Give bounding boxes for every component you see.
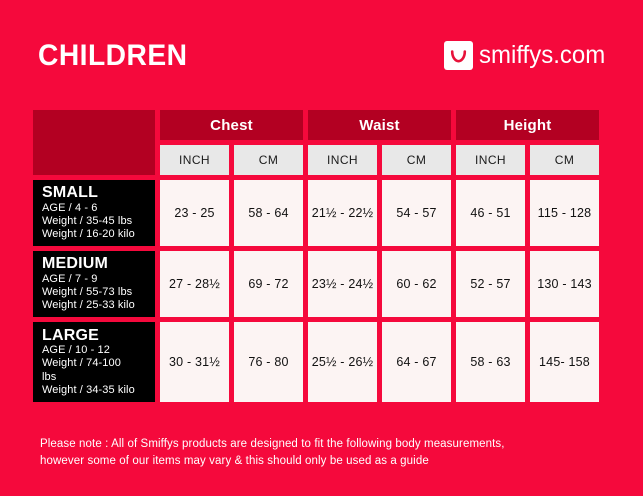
table-row: LARGE AGE / 10 - 12 Weight / 74-100 lbs … bbox=[33, 322, 611, 402]
cell-large-chest-inch: 30 - 31½ bbox=[160, 322, 229, 402]
size-age: AGE / 10 - 12 bbox=[42, 343, 110, 356]
cell-small-chest-cm: 58 - 64 bbox=[234, 180, 303, 246]
cell-medium-waist-cm: 60 - 62 bbox=[382, 251, 451, 317]
footer-line-1: Please note : All of Smiffys products ar… bbox=[40, 438, 505, 450]
footer-note: Please note : All of Smiffys products ar… bbox=[40, 436, 615, 469]
brand-name: smiffys.com bbox=[478, 41, 605, 69]
unit-row-waist: INCH CM bbox=[308, 145, 451, 175]
unit-header-waist-cm: CM bbox=[382, 145, 451, 175]
unit-header-waist-inch: INCH bbox=[308, 145, 377, 175]
cell-medium-height-inch: 52 - 57 bbox=[456, 251, 525, 317]
unit-row-height: INCH CM bbox=[456, 145, 599, 175]
size-weight-lbs: Weight / 74-100 bbox=[42, 357, 121, 370]
cell-large-height-cm: 145- 158 bbox=[530, 322, 599, 402]
size-weight-kilo: Weight / 25-33 kilo bbox=[42, 299, 135, 312]
size-label-small: SMALL AGE / 4 - 6 Weight / 35-45 lbs Wei… bbox=[33, 180, 155, 246]
size-weight-lbs-cont: lbs bbox=[42, 370, 57, 383]
cell-large-waist-cm: 64 - 67 bbox=[382, 322, 451, 402]
size-label-large: LARGE AGE / 10 - 12 Weight / 74-100 lbs … bbox=[33, 322, 155, 402]
size-age: AGE / 7 - 9 bbox=[42, 272, 98, 285]
unit-header-height-cm: CM bbox=[530, 145, 599, 175]
size-name: MEDIUM bbox=[42, 255, 109, 273]
cell-medium-chest-cm: 69 - 72 bbox=[234, 251, 303, 317]
size-weight-kilo: Weight / 16-20 kilo bbox=[42, 228, 135, 241]
group-header-waist: Waist bbox=[308, 110, 451, 140]
unit-row-chest: INCH CM bbox=[160, 145, 303, 175]
cell-small-height-inch: 46 - 51 bbox=[456, 180, 525, 246]
cell-small-height-cm: 115 - 128 bbox=[530, 180, 599, 246]
column-group-waist: Waist INCH CM bbox=[308, 110, 451, 175]
page-header: CHILDREN smiffys.com bbox=[0, 0, 643, 105]
unit-header-height-inch: INCH bbox=[456, 145, 525, 175]
size-name: SMALL bbox=[42, 184, 99, 202]
group-header-height: Height bbox=[456, 110, 599, 140]
unit-header-chest-inch: INCH bbox=[160, 145, 229, 175]
size-weight-kilo: Weight / 34-35 kilo bbox=[42, 384, 135, 397]
column-group-height: Height INCH CM bbox=[456, 110, 599, 175]
size-weight-lbs: Weight / 35-45 lbs bbox=[42, 214, 133, 227]
table-row: SMALL AGE / 4 - 6 Weight / 35-45 lbs Wei… bbox=[33, 180, 611, 246]
size-weight-lbs: Weight / 55-73 lbs bbox=[42, 285, 133, 298]
cell-small-waist-inch: 21½ - 22½ bbox=[308, 180, 377, 246]
cell-large-waist-inch: 25½ - 26½ bbox=[308, 322, 377, 402]
cell-medium-waist-inch: 23½ - 24½ bbox=[308, 251, 377, 317]
cell-medium-chest-inch: 27 - 28½ bbox=[160, 251, 229, 317]
table-header-row: Chest INCH CM Waist INCH CM bbox=[33, 110, 611, 175]
group-header-chest: Chest bbox=[160, 110, 303, 140]
table-corner-cell bbox=[33, 110, 155, 175]
cell-small-waist-cm: 54 - 57 bbox=[382, 180, 451, 246]
size-name: LARGE bbox=[42, 326, 99, 344]
size-label-medium: MEDIUM AGE / 7 - 9 Weight / 55-73 lbs We… bbox=[33, 251, 155, 317]
smile-logo-icon bbox=[443, 41, 473, 70]
cell-small-chest-inch: 23 - 25 bbox=[160, 180, 229, 246]
brand-logo: smiffys.com bbox=[443, 41, 611, 70]
cell-large-height-inch: 58 - 63 bbox=[456, 322, 525, 402]
size-table: Chest INCH CM Waist INCH CM bbox=[33, 110, 611, 402]
unit-header-chest-cm: CM bbox=[234, 145, 303, 175]
table-row: MEDIUM AGE / 7 - 9 Weight / 55-73 lbs We… bbox=[33, 251, 611, 317]
page-title: CHILDREN bbox=[38, 38, 188, 72]
column-group-chest: Chest INCH CM bbox=[160, 110, 303, 175]
cell-medium-height-cm: 130 - 143 bbox=[530, 251, 599, 317]
cell-large-chest-cm: 76 - 80 bbox=[234, 322, 303, 402]
footer-line-2: however some of our items may vary & thi… bbox=[40, 454, 429, 467]
size-age: AGE / 4 - 6 bbox=[42, 201, 98, 214]
